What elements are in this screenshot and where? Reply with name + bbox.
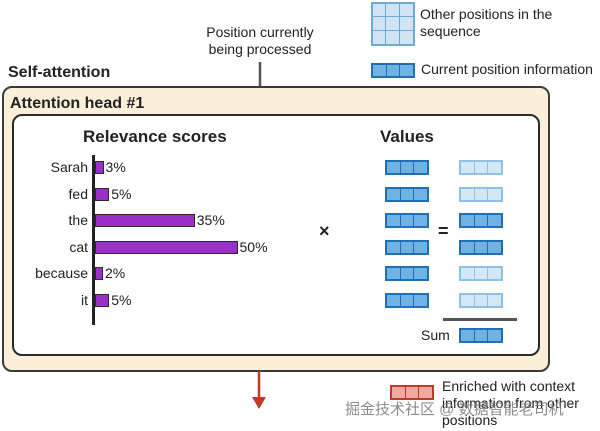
position-currently-processed-label: Position currently being processed xyxy=(206,24,314,57)
legend-current-position-label: Current position information xyxy=(421,61,593,77)
weighted-value-vector-2 xyxy=(459,213,503,228)
weighted-value-vector-1 xyxy=(459,186,503,202)
value-vector-1 xyxy=(385,186,429,202)
relevance-word-4: because xyxy=(35,265,88,281)
self-attention-title: Self-attention xyxy=(8,64,111,81)
relevance-bar-4 xyxy=(95,267,103,280)
enriched-vector-icon xyxy=(390,385,434,400)
watermark: 掘金技术社区 @ 数据智能老司机 xyxy=(345,401,564,418)
output-arrow-icon xyxy=(252,371,266,409)
attention-head-panel xyxy=(12,114,540,356)
relevance-word-5: it xyxy=(81,291,88,308)
relevance-percent-3: 50% xyxy=(239,238,268,255)
value-vector-4 xyxy=(385,266,429,281)
current-position-vector-icon xyxy=(371,63,415,78)
relevance-word-0: Sarah xyxy=(50,159,88,175)
value-vector-5 xyxy=(385,292,429,308)
value-vector-2 xyxy=(385,213,429,228)
value-vector-0 xyxy=(385,160,429,175)
relevance-bar-2 xyxy=(95,214,195,227)
relevance-percent-5: 5% xyxy=(111,291,132,308)
relevance-word-3: cat xyxy=(69,238,88,255)
legend-other-positions-label: Other positions in the sequence xyxy=(420,6,553,39)
relevance-bar-5 xyxy=(95,293,110,307)
relevance-bar-1 xyxy=(95,187,110,201)
attention-head-title: Attention head #1 xyxy=(10,95,145,112)
multiply-operator: × xyxy=(319,221,330,241)
other-positions-grid-icon xyxy=(371,2,415,46)
relevance-percent-0: 3% xyxy=(105,159,126,175)
enriched-label: Enriched with context information from o… xyxy=(442,378,579,428)
weighted-value-vector-3 xyxy=(459,239,503,255)
relevance-bar-3 xyxy=(95,240,238,254)
weighted-value-vector-4 xyxy=(459,266,503,281)
relevance-percent-2: 35% xyxy=(196,212,225,228)
values-title: Values xyxy=(380,127,434,146)
weighted-value-vector-0 xyxy=(459,160,503,175)
relevance-word-2: the xyxy=(68,212,88,228)
relevance-percent-1: 5% xyxy=(111,185,132,202)
relevance-percent-4: 2% xyxy=(105,265,126,281)
relevance-word-1: fed xyxy=(68,185,88,202)
relevance-scores-title: Relevance scores xyxy=(83,127,227,146)
sum-line xyxy=(443,318,517,321)
sum-vector xyxy=(459,328,503,343)
equals-operator: = xyxy=(438,221,449,241)
relevance-axis xyxy=(92,155,95,325)
weighted-value-vector-5 xyxy=(459,292,503,308)
sum-label: Sum xyxy=(421,327,450,343)
relevance-bar-0 xyxy=(95,161,104,174)
value-vector-3 xyxy=(385,239,429,255)
